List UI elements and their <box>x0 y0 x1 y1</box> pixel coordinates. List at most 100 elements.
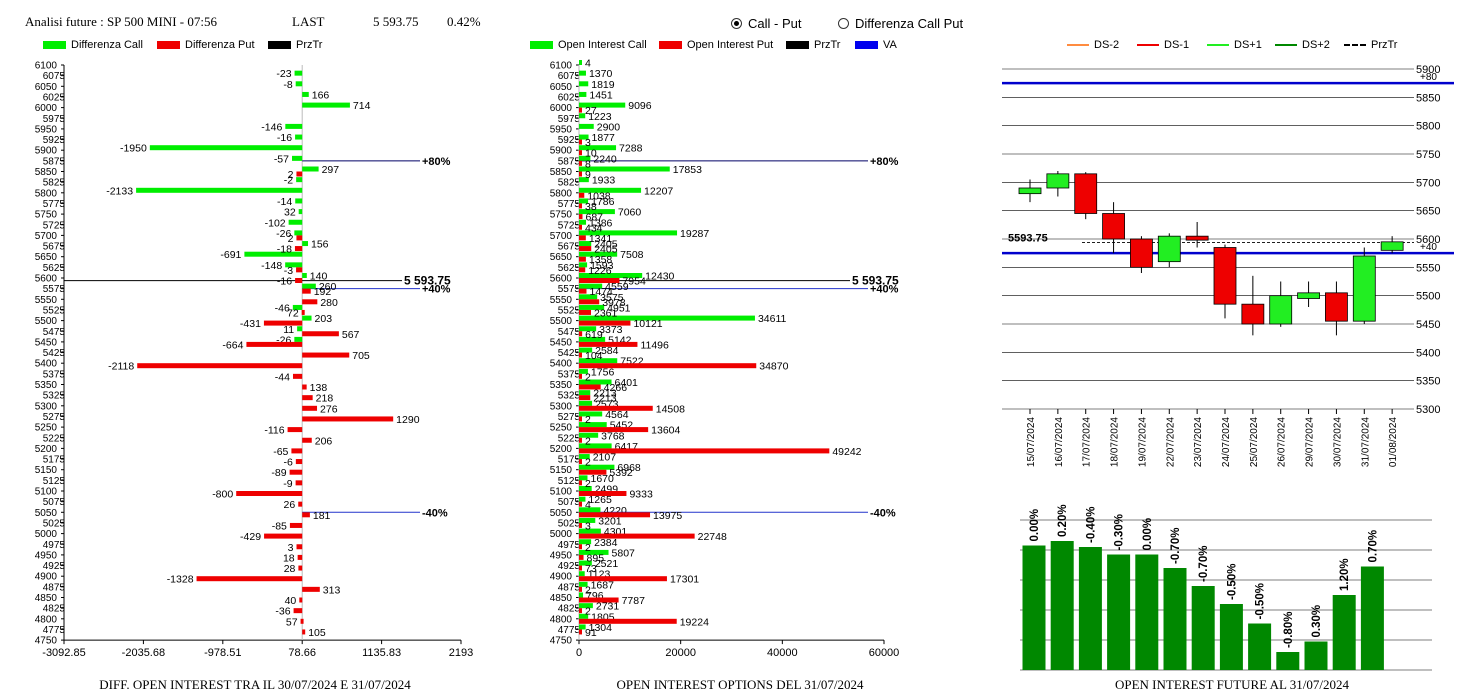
bar <box>293 608 303 614</box>
bar <box>196 576 303 582</box>
x-tick-label: 2193 <box>449 647 473 659</box>
bar-value-label: 1756 <box>591 366 615 378</box>
bar <box>289 469 303 475</box>
bar <box>579 166 670 172</box>
bar <box>579 475 588 481</box>
bar-value-label: 2 <box>585 371 591 383</box>
bar <box>579 454 590 460</box>
bar-value-label: 13975 <box>653 510 682 522</box>
y-tick-label: 5450 <box>1416 319 1440 331</box>
oi-bar <box>1050 541 1074 670</box>
strike-label: 4925 <box>558 561 581 572</box>
oi-bar <box>1163 568 1187 670</box>
radio-differenza-call-put[interactable]: Differenza Call Put <box>838 16 963 31</box>
bar-value-label: 1370 <box>589 68 613 80</box>
bar-value-label: -14 <box>277 196 292 208</box>
bar-value-label: 1687 <box>591 579 615 591</box>
strike-label: 5975 <box>43 114 66 125</box>
strike-label: 4775 <box>558 625 581 636</box>
bar-value-label: 2384 <box>594 537 618 549</box>
legend-prztr-1: PrzTr <box>268 39 322 51</box>
date-label: 15/07/2024 <box>1026 417 1037 467</box>
strike-label: 4800 <box>35 614 58 625</box>
bar-value-label: 10121 <box>633 318 662 330</box>
bar-value-label: 9096 <box>628 100 652 112</box>
strike-label: 5525 <box>43 305 66 316</box>
strike-label: 5050 <box>550 508 573 519</box>
strike-label: 5575 <box>558 284 581 295</box>
bar <box>579 320 631 326</box>
candle-body <box>1046 173 1070 189</box>
bar-value-label: 73 <box>585 563 597 575</box>
caption-oi-options: OPEN INTEREST OPTIONS DEL 31/07/2024 <box>616 677 864 692</box>
bar-value-label: 313 <box>323 584 341 596</box>
bar-value-label: 2107 <box>593 452 617 464</box>
strike-label: 5300 <box>35 401 58 412</box>
y-tick-label: 5350 <box>1416 376 1440 388</box>
candle-body <box>1380 241 1404 251</box>
bar-value-label: -691 <box>220 249 241 261</box>
strike-label: 5400 <box>550 359 573 370</box>
bar <box>579 603 593 609</box>
candle-body <box>1213 247 1237 305</box>
bar <box>579 352 582 358</box>
strike-label: 5475 <box>558 327 581 338</box>
bar <box>295 459 303 465</box>
strike-label: 5825 <box>43 178 66 189</box>
bar-value-label: 1304 <box>589 622 613 634</box>
strike-label: 6100 <box>550 61 573 72</box>
bar <box>285 123 303 129</box>
bar-value-label: 14508 <box>656 403 685 415</box>
bar-value-label: 4 <box>585 58 591 70</box>
bar-value-label: -85 <box>272 520 287 532</box>
bar <box>302 629 306 635</box>
bar-value-label: 2405 <box>594 239 618 251</box>
bar <box>579 565 582 571</box>
bar <box>579 336 606 342</box>
legend-differenza-put: Differenza Put <box>157 39 255 51</box>
bar-value-label: 7288 <box>619 143 643 155</box>
bar-value-label: 687 <box>585 212 603 224</box>
strike-label: 6075 <box>558 71 581 82</box>
bar <box>579 107 582 113</box>
bar-value-label: 4 <box>585 499 591 511</box>
legend-ds-minus2: DS-2 <box>1067 39 1119 51</box>
oi-future-chart: 0.00% 0.20% -0.40% -0.30% 0.00% -0.70% -0.70% -… <box>1020 504 1432 671</box>
oi-bar <box>1191 586 1215 670</box>
bar <box>244 251 303 257</box>
strike-label: 5625 <box>558 263 581 274</box>
legend-label: Differenza Call <box>71 39 143 51</box>
bar-value-label: 6401 <box>615 377 639 389</box>
bar <box>292 373 303 379</box>
strike-label: 5725 <box>43 220 66 231</box>
bar <box>579 358 618 364</box>
legend-line <box>1344 44 1366 46</box>
bar-value-label: -0.70% <box>1170 528 1182 564</box>
caption-diff-oi: DIFF. OPEN INTEREST TRA IL 30/07/2024 E … <box>99 677 411 692</box>
bar <box>296 235 303 241</box>
strike-label: 4800 <box>550 614 573 625</box>
bar-value-label: 206 <box>315 435 333 447</box>
bar <box>292 155 303 161</box>
bar <box>579 326 597 332</box>
bar-value-label: 11496 <box>640 339 669 351</box>
bar <box>296 267 303 273</box>
bar <box>302 315 312 321</box>
bar <box>288 219 303 225</box>
bar-value-label: 9333 <box>629 489 653 501</box>
date-label: 22/07/2024 <box>1165 417 1176 467</box>
radio-call-put[interactable]: Call - Put <box>731 16 801 31</box>
bar <box>579 480 582 486</box>
legend-ds-minus1: DS-1 <box>1137 39 1189 51</box>
bar-value-label: 2 <box>288 233 294 245</box>
bar <box>236 491 303 496</box>
strike-label: 5100 <box>35 487 58 498</box>
bar-value-label: 32 <box>284 207 296 219</box>
date-label: 31/07/2024 <box>1360 417 1371 467</box>
legend-label: Open Interest Put <box>687 39 774 51</box>
bar-value-label: -148 <box>261 260 282 272</box>
legend-swatch <box>43 41 66 49</box>
bar <box>579 230 678 236</box>
candle-body <box>1269 295 1293 325</box>
strike-label: 5150 <box>35 465 58 476</box>
